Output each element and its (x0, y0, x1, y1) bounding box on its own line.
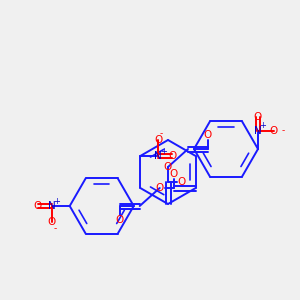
Text: O: O (156, 183, 164, 193)
Text: O: O (154, 135, 162, 145)
Text: O: O (48, 217, 56, 227)
Text: -: - (282, 127, 285, 136)
Text: O: O (116, 215, 124, 225)
Text: +: + (260, 122, 266, 130)
Text: -: - (53, 224, 56, 233)
Text: +: + (160, 146, 167, 155)
Text: O: O (270, 126, 278, 136)
Text: O: O (164, 162, 172, 172)
Text: O: O (168, 151, 176, 161)
Text: O: O (204, 130, 212, 140)
Text: O: O (34, 201, 42, 211)
Text: -: - (160, 129, 163, 138)
Text: +: + (53, 196, 60, 206)
Text: N: N (48, 201, 56, 211)
Text: O: O (178, 177, 186, 187)
Text: O: O (169, 169, 178, 179)
Text: N: N (154, 151, 162, 161)
Text: N: N (254, 126, 262, 136)
Text: O: O (254, 112, 262, 122)
